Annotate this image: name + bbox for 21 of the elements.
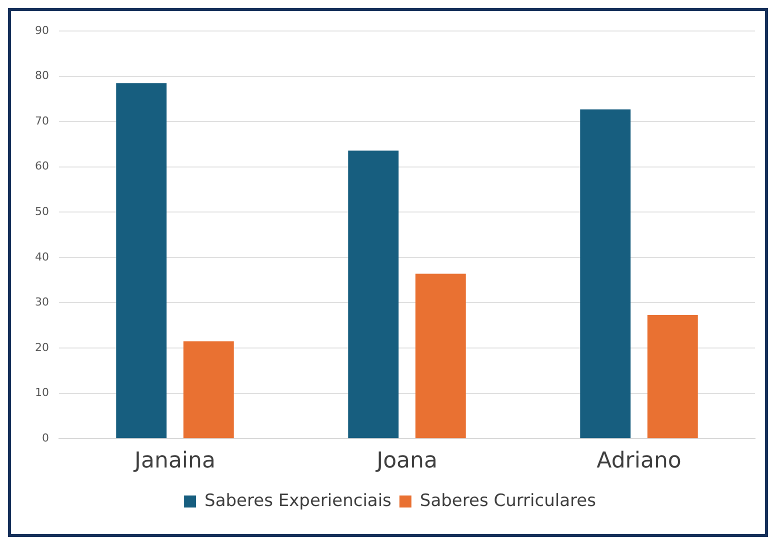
x-tick-label: Joana [374, 448, 438, 474]
x-tick-label: Janaina [132, 448, 216, 474]
bar [415, 274, 466, 438]
bar [580, 109, 631, 438]
legend-label: Saberes Curriculares [420, 490, 596, 511]
y-tick-label: 10 [34, 386, 49, 400]
y-tick-label: 30 [34, 296, 49, 309]
bar [183, 341, 234, 438]
y-tick-label: 70 [34, 114, 49, 128]
legend-label: Saberes Experienciais [204, 490, 392, 511]
bar [348, 150, 399, 438]
y-tick-label: 0 [42, 431, 49, 444]
x-tick-label: Adriano [596, 448, 682, 474]
y-tick-label: 40 [34, 250, 49, 264]
bar [116, 83, 167, 438]
y-tick-label: 20 [34, 340, 49, 354]
y-tick-label: 90 [34, 24, 49, 37]
y-tick-label: 60 [34, 160, 49, 173]
y-tick-label: 50 [34, 205, 49, 218]
bar [647, 314, 698, 438]
y-tick-label: 80 [34, 69, 49, 82]
